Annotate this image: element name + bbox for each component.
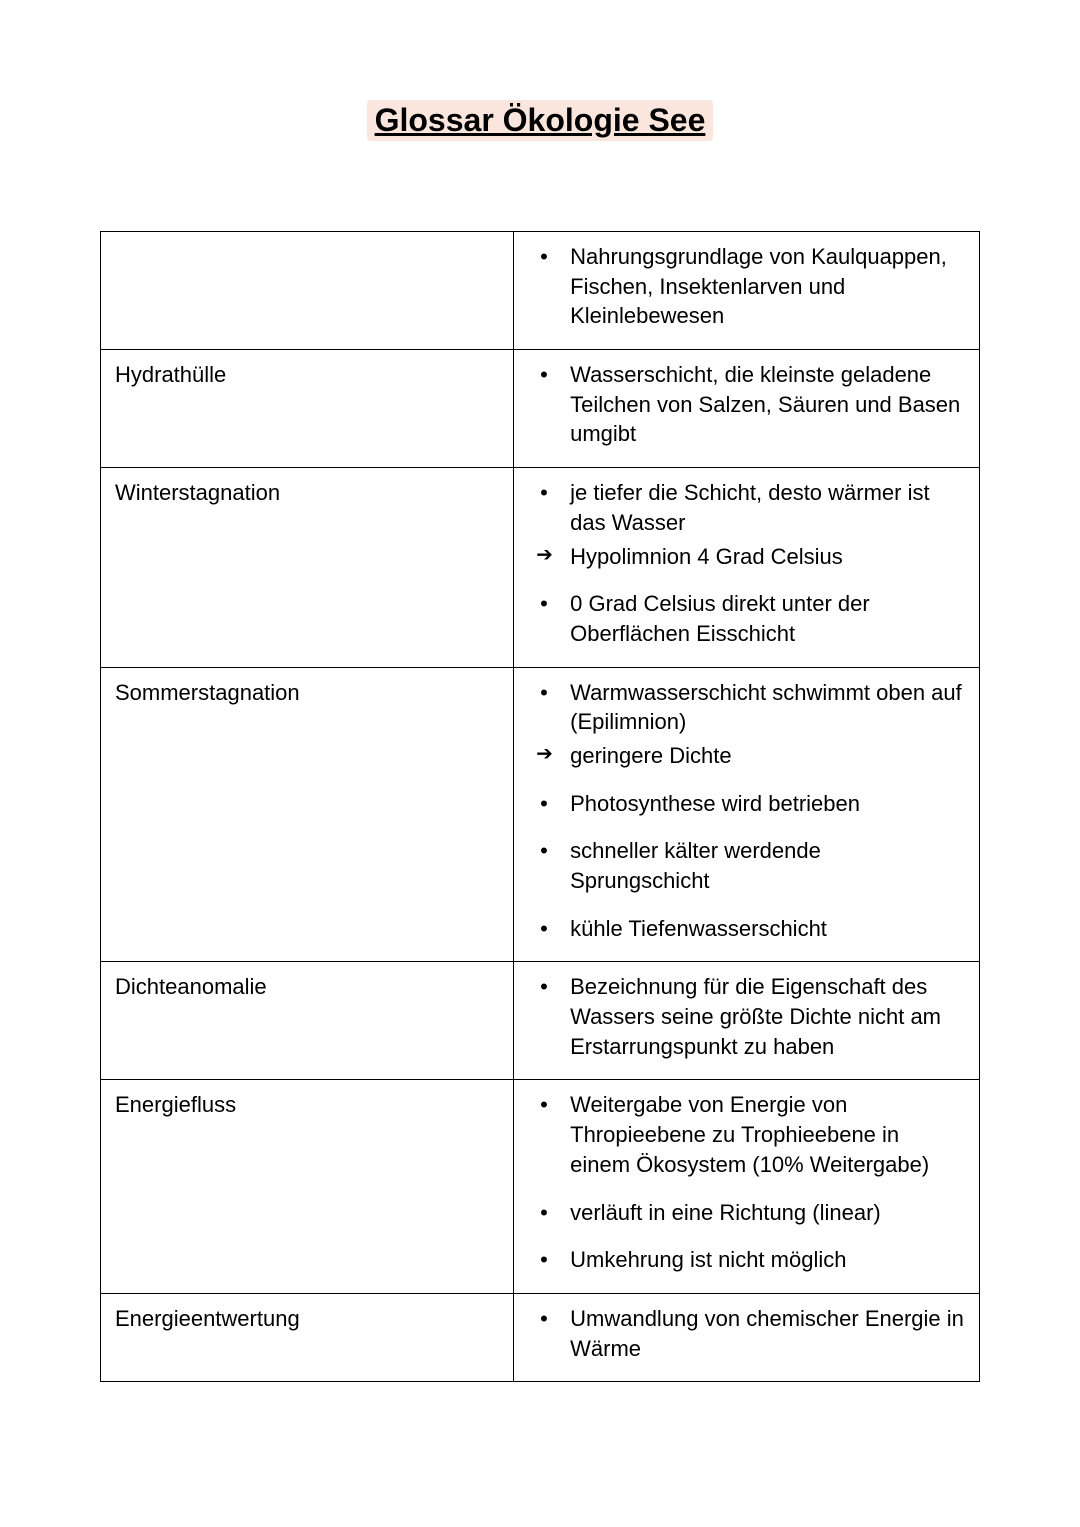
definition-cell: je tiefer die Schicht, desto wärmer ist …: [514, 468, 980, 667]
definition-list: Bezeichnung für die Eigenschaft des Wass…: [522, 972, 965, 1061]
term-text: Hydrathülle: [115, 362, 226, 387]
term-cell: Energieentwertung: [101, 1293, 514, 1381]
table-row: Nahrungsgrundlage von Kaulquappen, Fisch…: [101, 232, 980, 350]
definition-list: Warmwasserschicht schwimmt oben auf (Epi…: [522, 678, 965, 944]
term-text: Winterstagnation: [115, 480, 280, 505]
term-text: Dichteanomalie: [115, 974, 267, 999]
term-text: Sommerstagnation: [115, 680, 300, 705]
term-cell: Winterstagnation: [101, 468, 514, 667]
term-text: Energieentwertung: [115, 1306, 300, 1331]
table-row: Winterstagnation je tiefer die Schicht, d…: [101, 468, 980, 667]
list-item: Hypolimnion 4 Grad Celsius: [522, 542, 965, 572]
list-item: Umwandlung von chemischer Energie in Wär…: [522, 1304, 965, 1363]
term-cell: Dichteanomalie: [101, 962, 514, 1080]
definition-cell: Bezeichnung für die Eigenschaft des Wass…: [514, 962, 980, 1080]
definition-list: Nahrungsgrundlage von Kaulquappen, Fisch…: [522, 242, 965, 331]
list-item: 0 Grad Celsius direkt unter der Oberfläc…: [522, 589, 965, 648]
table-row: Hydrathülle Wasserschicht, die kleinste g…: [101, 350, 980, 468]
list-item: Nahrungsgrundlage von Kaulquappen, Fisch…: [522, 242, 965, 331]
list-item: Bezeichnung für die Eigenschaft des Wass…: [522, 972, 965, 1061]
table-row: Energieentwertung Umwandlung von chemisch…: [101, 1293, 980, 1381]
definition-list: Wasserschicht, die kleinste geladene Tei…: [522, 360, 965, 449]
definition-cell: Wasserschicht, die kleinste geladene Tei…: [514, 350, 980, 468]
list-item: je tiefer die Schicht, desto wärmer ist …: [522, 478, 965, 537]
list-item: Weitergabe von Energie von Thropieebene …: [522, 1090, 965, 1179]
term-cell: [101, 232, 514, 350]
definition-list: Weitergabe von Energie von Thropieebene …: [522, 1090, 965, 1274]
definition-list: je tiefer die Schicht, desto wärmer ist …: [522, 478, 965, 648]
glossary-table: Nahrungsgrundlage von Kaulquappen, Fisch…: [100, 231, 980, 1382]
list-item: Warmwasserschicht schwimmt oben auf (Epi…: [522, 678, 965, 737]
list-item: Photosynthese wird betrieben: [522, 789, 965, 819]
term-text: Energiefluss: [115, 1092, 236, 1117]
list-item: schneller kälter werdende Sprungschicht: [522, 836, 965, 895]
table-row: Energiefluss Weitergabe von Energie von T…: [101, 1080, 980, 1293]
list-item: verläuft in eine Richtung (linear): [522, 1198, 965, 1228]
table-row: Sommerstagnation Warmwasserschicht schwim…: [101, 667, 980, 962]
list-item: Umkehrung ist nicht möglich: [522, 1245, 965, 1275]
page-title: Glossar Ökologie See: [367, 100, 714, 141]
definition-cell: Warmwasserschicht schwimmt oben auf (Epi…: [514, 667, 980, 962]
term-cell: Hydrathülle: [101, 350, 514, 468]
definition-list: Umwandlung von chemischer Energie in Wär…: [522, 1304, 965, 1363]
list-item: Wasserschicht, die kleinste geladene Tei…: [522, 360, 965, 449]
list-item: kühle Tiefenwasserschicht: [522, 914, 965, 944]
term-cell: Energiefluss: [101, 1080, 514, 1293]
title-container: Glossar Ökologie See: [100, 100, 980, 141]
definition-cell: Weitergabe von Energie von Thropieebene …: [514, 1080, 980, 1293]
definition-cell: Nahrungsgrundlage von Kaulquappen, Fisch…: [514, 232, 980, 350]
list-item: geringere Dichte: [522, 741, 965, 771]
term-cell: Sommerstagnation: [101, 667, 514, 962]
table-row: Dichteanomalie Bezeichnung für die Eigens…: [101, 962, 980, 1080]
definition-cell: Umwandlung von chemischer Energie in Wär…: [514, 1293, 980, 1381]
